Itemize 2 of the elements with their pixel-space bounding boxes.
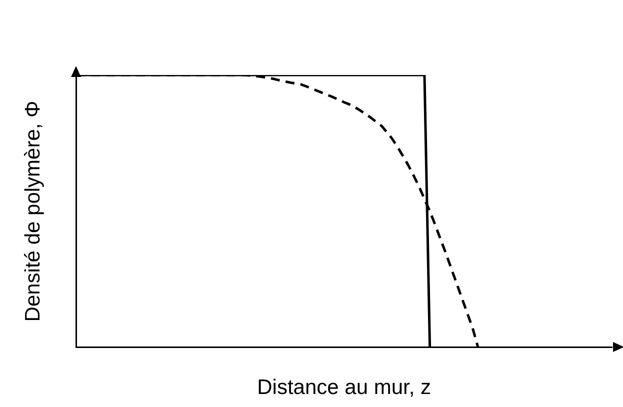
y-axis-title: Densité de polymère, Φ	[21, 100, 44, 322]
x-axis-title: Distance au mur, z	[257, 376, 432, 400]
